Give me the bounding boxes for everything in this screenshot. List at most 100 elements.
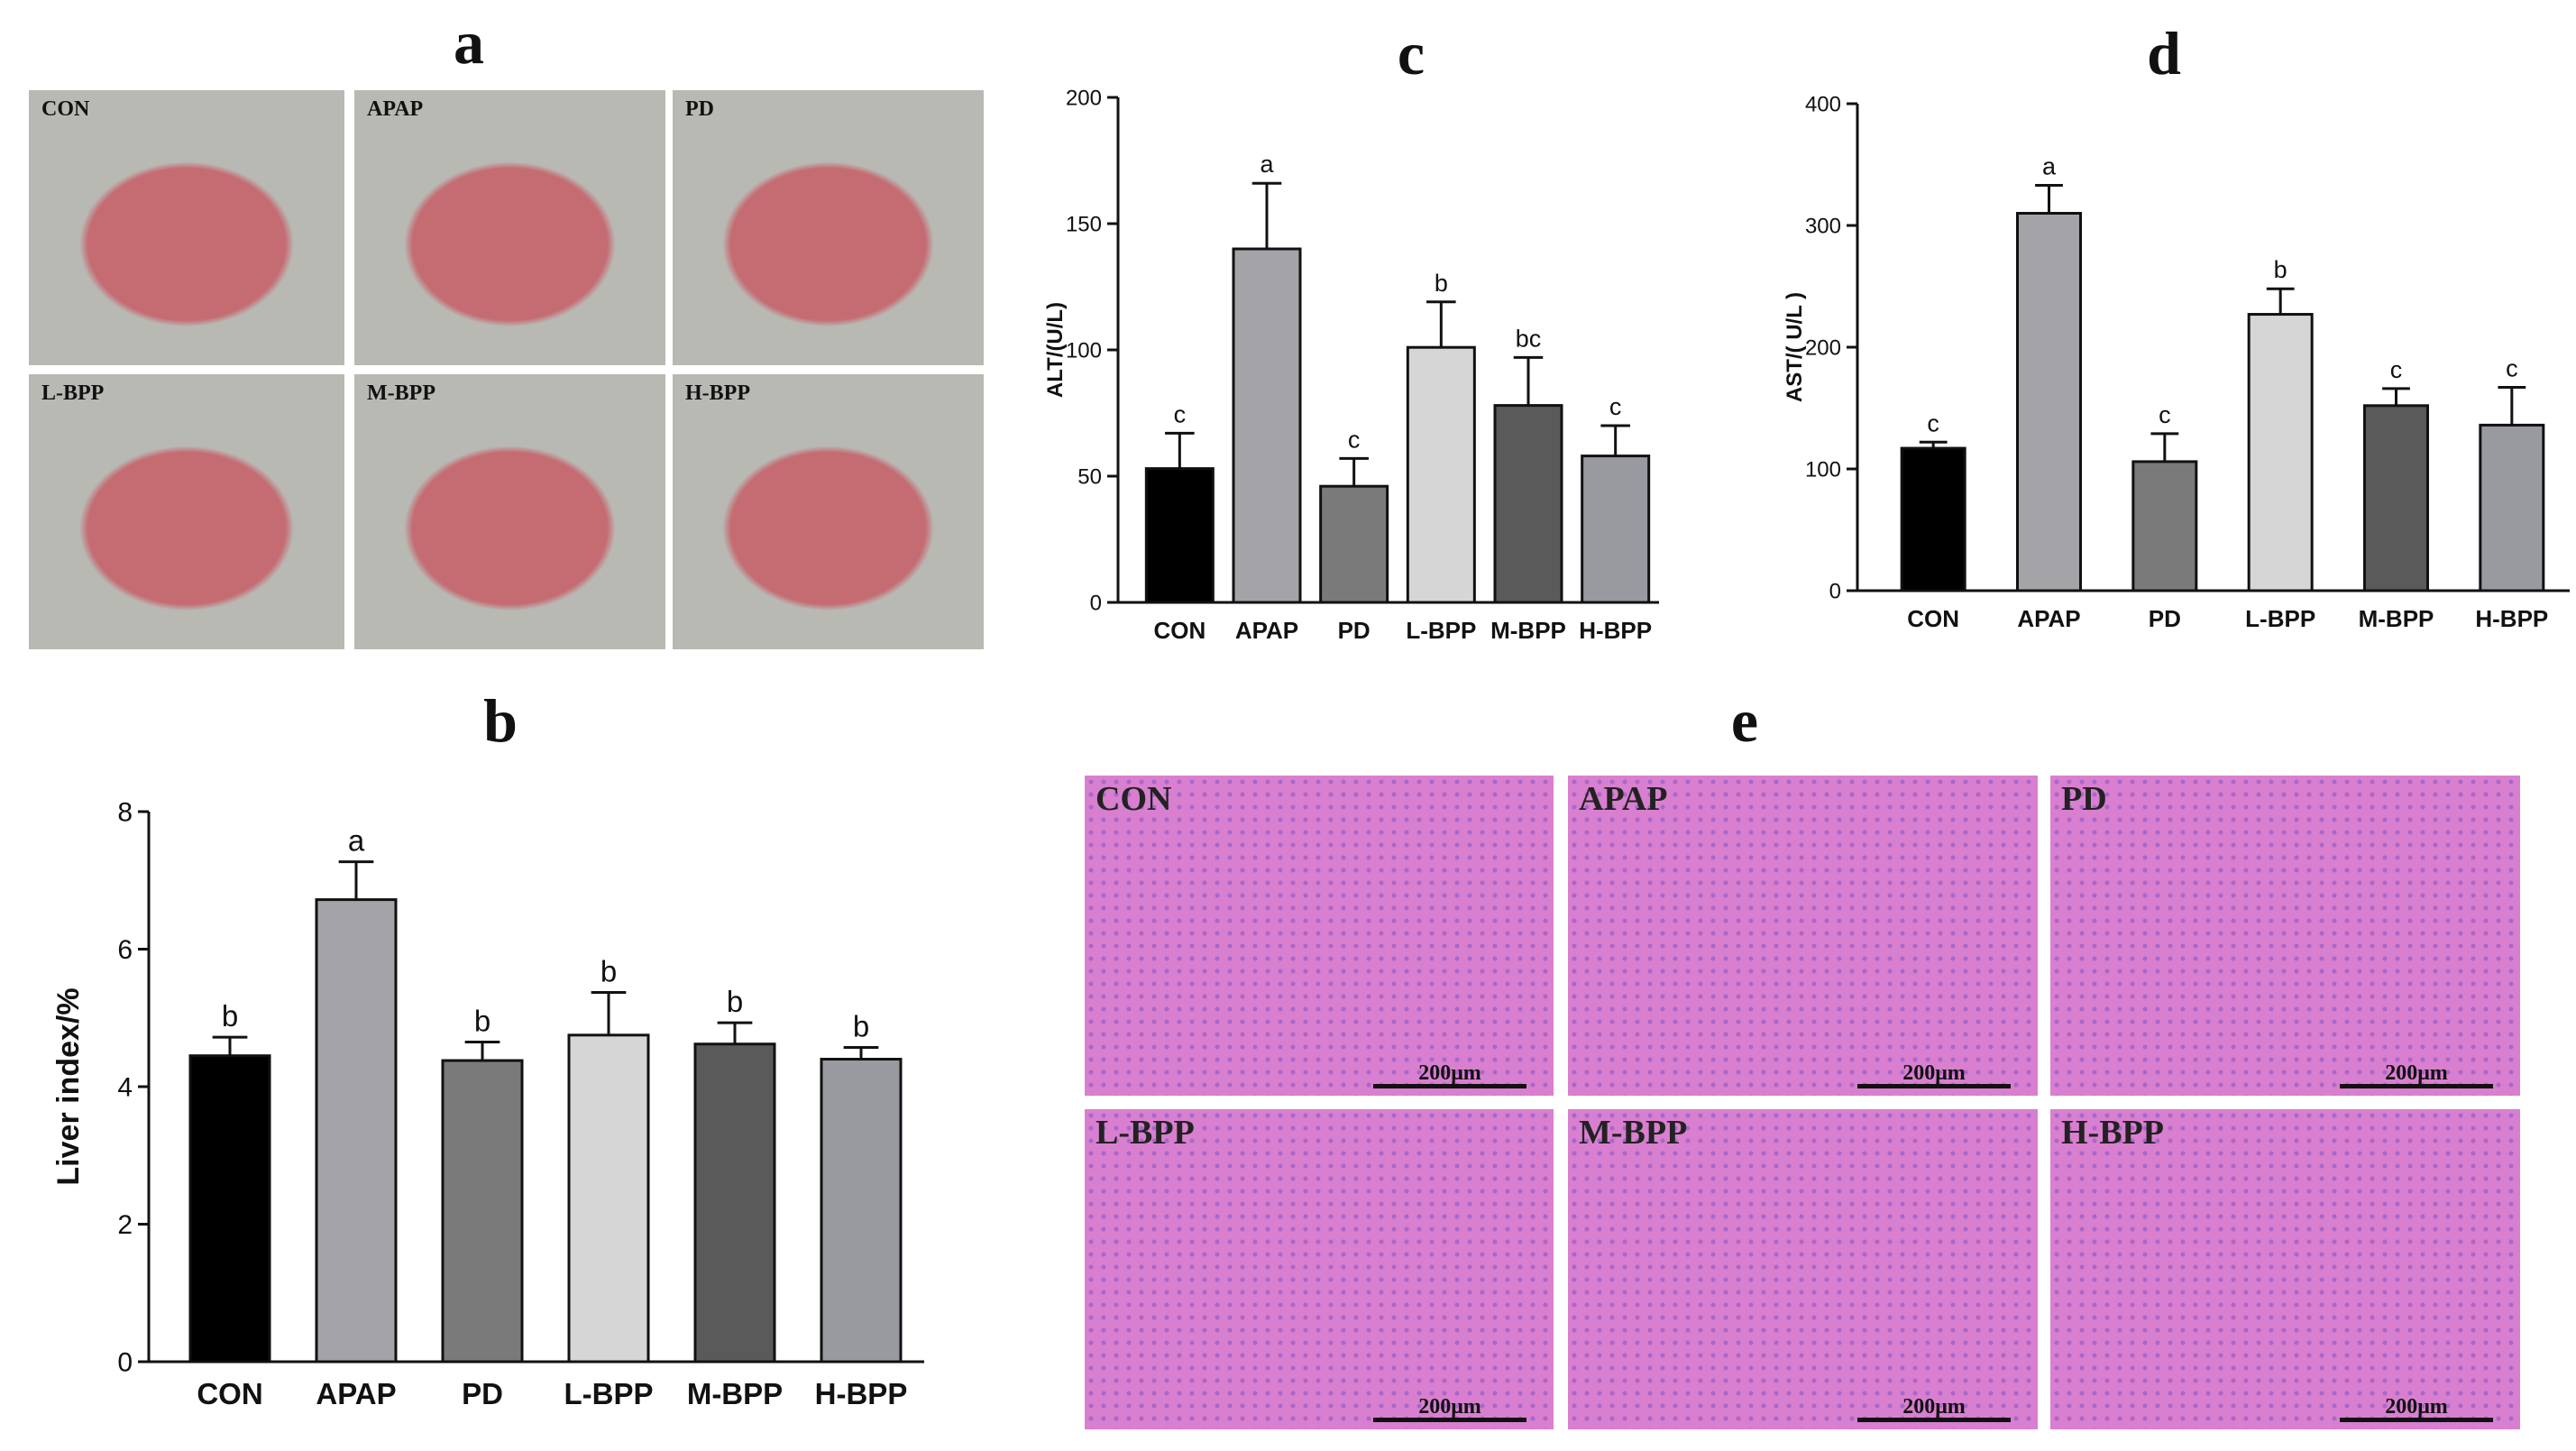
histology-tissue (1568, 776, 2038, 1096)
histology-image: CON 200μm (1085, 776, 1554, 1096)
liver-photo: M-BPP (354, 374, 665, 649)
y-tick-label: 0 (117, 1348, 133, 1378)
bar (188, 1054, 271, 1364)
photo-label: M-BPP (367, 381, 435, 405)
x-tick-label: APAP (1235, 617, 1298, 644)
significance-letter: b (727, 985, 743, 1018)
liver-photo: APAP (354, 90, 665, 365)
significance-letter: b (853, 1010, 869, 1043)
bar (1144, 467, 1215, 604)
histology-label: H-BPP (2061, 1114, 2164, 1152)
x-tick-label: M-BPP (687, 1377, 783, 1410)
y-axis-label: Liver index/% (51, 987, 86, 1185)
photo-label: L-BPP (41, 381, 105, 405)
scale-bar: 200μm (2340, 1062, 2493, 1088)
y-tick-label: 6 (117, 935, 133, 965)
bar (820, 1058, 903, 1364)
significance-letter: c (1348, 426, 1361, 453)
histology-image: L-BPP 200μm (1085, 1109, 1554, 1429)
histology-label: CON (1095, 780, 1172, 818)
y-tick-label: 100 (1805, 457, 1841, 482)
bar (567, 1033, 650, 1364)
x-tick-label: CON (197, 1377, 262, 1410)
photo-label: H-BPP (685, 381, 750, 405)
liver-photo-image (673, 90, 984, 365)
bar (441, 1059, 524, 1364)
significance-letter: b (474, 1004, 490, 1037)
y-tick-label: 400 (1805, 92, 1841, 116)
liver-photo: H-BPP (673, 374, 984, 649)
liver-photo-image (354, 90, 665, 365)
x-tick-label: PD (1338, 617, 1371, 644)
x-tick-label: APAP (316, 1377, 396, 1410)
bar (1581, 455, 1651, 604)
y-tick-label: 200 (1805, 335, 1841, 360)
significance-letter: b (600, 955, 617, 988)
photo-label: PD (685, 97, 714, 121)
histology-tissue (1085, 1109, 1554, 1429)
scale-bar: 200μm (1373, 1062, 1526, 1088)
x-tick-label: L-BPP (1406, 617, 1476, 644)
ast-chart: 0 100 200 300 400 AST/( U/L ) c CON a APAP c PD b L-B… (1783, 92, 2570, 632)
bar (1319, 484, 1389, 604)
x-tick-label: H-BPP (1579, 617, 1652, 644)
histology-image: M-BPP 200μm (1568, 1109, 2038, 1429)
liver-photo-image (29, 90, 344, 365)
histology-image: PD 200μm (2050, 776, 2520, 1096)
significance-letter: c (2506, 355, 2518, 382)
y-tick-label: 200 (1066, 86, 1102, 110)
photo-label: APAP (367, 97, 424, 121)
scale-bar: 200μm (1857, 1396, 2011, 1422)
panel-label-c: c (1397, 19, 1426, 87)
x-tick-label: APAP (2017, 605, 2080, 632)
histology-label: PD (2061, 780, 2107, 818)
liver-photo-image (29, 374, 344, 649)
panel-label-e: e (1730, 686, 1759, 755)
histology-image: APAP 200μm (1568, 776, 2038, 1096)
significance-letter: c (2390, 356, 2403, 383)
bar (2131, 460, 2198, 592)
histology-tissue (1568, 1109, 2038, 1429)
histology-label: M-BPP (1579, 1114, 1688, 1152)
alt-chart: 0 50 100 150 200 ALT/(U/L) c CON a APAP c PD b L-BPP b… (1043, 86, 1659, 644)
bar (1406, 345, 1476, 604)
x-tick-label: PD (2149, 605, 2181, 632)
liver-index-chart: 0 2 4 6 8 Liver index/% b CON a APAP b PD b L-BPP b M-B… (51, 798, 924, 1410)
scale-bar: 200μm (2340, 1396, 2493, 1422)
x-tick-label: H-BPP (815, 1377, 908, 1410)
y-tick-label: 50 (1077, 464, 1102, 489)
bar (2363, 404, 2429, 592)
bar (2247, 313, 2314, 592)
significance-letter: a (348, 824, 365, 858)
bar (1493, 404, 1563, 604)
significance-letter: bc (1516, 325, 1542, 352)
histology-tissue (1085, 776, 1554, 1096)
significance-letter: c (2159, 401, 2171, 428)
liver-photo-image (673, 374, 984, 649)
histology-image: H-BPP 200μm (2050, 1109, 2520, 1429)
bar (1232, 247, 1302, 604)
bar (1900, 446, 1966, 592)
significance-letter: b (1435, 270, 1448, 297)
histology-label: APAP (1579, 780, 1668, 818)
histology-label: L-BPP (1095, 1114, 1195, 1152)
significance-letter: c (1174, 400, 1187, 427)
histology-tissue (2050, 776, 2520, 1096)
y-tick-label: 100 (1066, 338, 1102, 363)
y-tick-label: 4 (117, 1073, 133, 1103)
panel-label-a: a (454, 8, 484, 77)
x-tick-label: M-BPP (1490, 617, 1566, 644)
significance-letter: b (222, 999, 238, 1033)
significance-letter: c (1927, 409, 1939, 436)
x-tick-label: H-BPP (2475, 605, 2548, 632)
x-tick-label: CON (1907, 605, 1959, 632)
liver-photo-image (354, 374, 665, 649)
histology-tissue (2050, 1109, 2520, 1429)
x-tick-label: L-BPP (564, 1377, 654, 1410)
x-tick-label: M-BPP (2359, 605, 2434, 632)
photo-label: CON (41, 97, 90, 121)
y-tick-label: 150 (1066, 212, 1102, 236)
bar (693, 1042, 776, 1364)
y-tick-label: 300 (1805, 214, 1841, 238)
liver-photo: CON (29, 90, 344, 365)
